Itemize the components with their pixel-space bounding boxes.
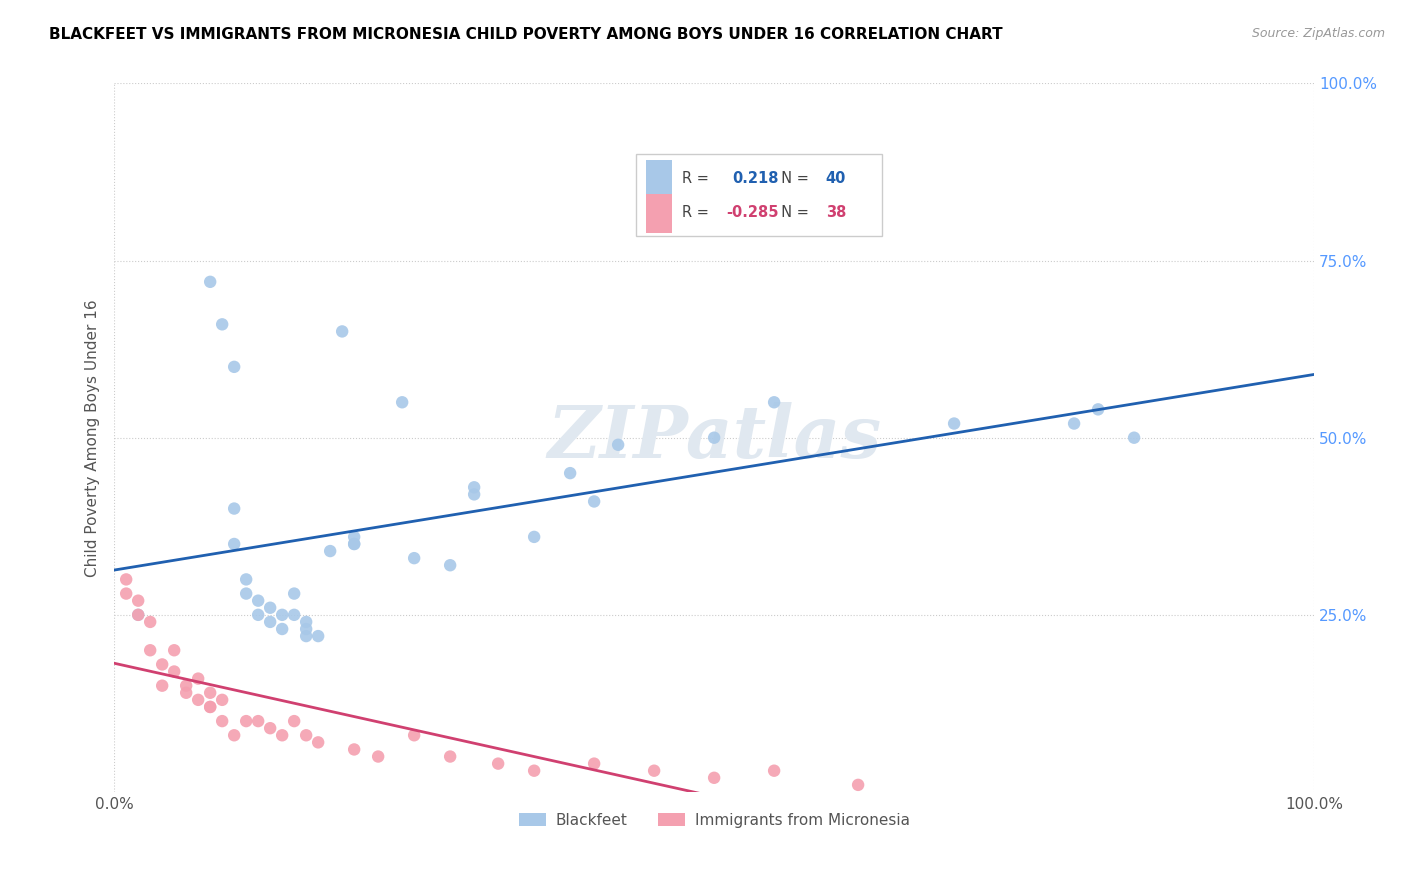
Point bbox=[319, 544, 342, 558]
Point bbox=[463, 480, 485, 494]
Point bbox=[1063, 417, 1085, 431]
Y-axis label: Child Poverty Among Boys Under 16: Child Poverty Among Boys Under 16 bbox=[86, 299, 100, 576]
Point bbox=[391, 395, 413, 409]
Point bbox=[439, 749, 461, 764]
Point bbox=[295, 615, 318, 629]
Point bbox=[330, 325, 353, 339]
Point bbox=[174, 679, 197, 693]
Point bbox=[271, 728, 294, 742]
Point bbox=[283, 714, 305, 728]
Point bbox=[150, 657, 173, 672]
Point bbox=[115, 573, 138, 587]
Point bbox=[343, 742, 366, 756]
Legend: Blackfeet, Immigrants from Micronesia: Blackfeet, Immigrants from Micronesia bbox=[513, 806, 915, 834]
Point bbox=[763, 395, 786, 409]
Point bbox=[224, 359, 246, 374]
Point bbox=[163, 665, 186, 679]
Point bbox=[247, 714, 270, 728]
Point bbox=[174, 686, 197, 700]
Bar bbox=[645, 160, 672, 199]
Point bbox=[139, 643, 162, 657]
Text: 38: 38 bbox=[825, 205, 846, 220]
Point bbox=[367, 749, 389, 764]
Text: ZIPatlas: ZIPatlas bbox=[547, 402, 882, 473]
Point bbox=[343, 530, 366, 544]
Point bbox=[1123, 431, 1146, 445]
Point bbox=[283, 607, 305, 622]
Point bbox=[247, 593, 270, 607]
Point bbox=[235, 714, 257, 728]
Point bbox=[187, 672, 209, 686]
Point bbox=[115, 586, 138, 600]
Point bbox=[523, 764, 546, 778]
Point bbox=[846, 778, 869, 792]
Point bbox=[703, 771, 725, 785]
Point bbox=[211, 714, 233, 728]
Point bbox=[150, 679, 173, 693]
Point bbox=[404, 551, 426, 566]
Point bbox=[127, 593, 149, 607]
Text: N =: N = bbox=[772, 205, 813, 220]
Point bbox=[163, 643, 186, 657]
Point bbox=[463, 487, 485, 501]
Text: 0.218: 0.218 bbox=[733, 171, 779, 186]
Text: R =: R = bbox=[682, 171, 713, 186]
Point bbox=[523, 530, 546, 544]
Point bbox=[404, 728, 426, 742]
Point bbox=[247, 607, 270, 622]
Point bbox=[224, 728, 246, 742]
Point bbox=[583, 494, 606, 508]
Text: BLACKFEET VS IMMIGRANTS FROM MICRONESIA CHILD POVERTY AMONG BOYS UNDER 16 CORREL: BLACKFEET VS IMMIGRANTS FROM MICRONESIA … bbox=[49, 27, 1002, 42]
Text: R =: R = bbox=[682, 205, 713, 220]
Point bbox=[259, 615, 281, 629]
Text: Source: ZipAtlas.com: Source: ZipAtlas.com bbox=[1251, 27, 1385, 40]
Point bbox=[307, 735, 329, 749]
Bar bbox=[645, 194, 672, 233]
Text: N =: N = bbox=[772, 171, 813, 186]
Point bbox=[703, 431, 725, 445]
Point bbox=[139, 615, 162, 629]
Point bbox=[259, 721, 281, 735]
Point bbox=[763, 764, 786, 778]
Point bbox=[211, 318, 233, 332]
Point bbox=[235, 586, 257, 600]
Point bbox=[439, 558, 461, 573]
Point bbox=[127, 607, 149, 622]
Point bbox=[295, 728, 318, 742]
Point bbox=[295, 629, 318, 643]
Point bbox=[198, 700, 221, 714]
Point bbox=[224, 501, 246, 516]
Point bbox=[235, 573, 257, 587]
Point bbox=[259, 600, 281, 615]
Text: -0.285: -0.285 bbox=[725, 205, 779, 220]
Point bbox=[295, 622, 318, 636]
Point bbox=[198, 700, 221, 714]
Point bbox=[943, 417, 966, 431]
Point bbox=[607, 438, 630, 452]
Point bbox=[560, 466, 582, 480]
Point bbox=[187, 693, 209, 707]
Point bbox=[643, 764, 665, 778]
Point bbox=[127, 607, 149, 622]
Point bbox=[1087, 402, 1109, 417]
Bar bbox=[636, 154, 882, 235]
Point bbox=[343, 537, 366, 551]
Point bbox=[307, 629, 329, 643]
Point bbox=[198, 275, 221, 289]
Point bbox=[198, 686, 221, 700]
Point bbox=[271, 607, 294, 622]
Point bbox=[486, 756, 509, 771]
Point bbox=[283, 586, 305, 600]
Point bbox=[583, 756, 606, 771]
Text: 40: 40 bbox=[825, 171, 846, 186]
Point bbox=[271, 622, 294, 636]
Point bbox=[224, 537, 246, 551]
Point bbox=[211, 693, 233, 707]
Point bbox=[343, 537, 366, 551]
